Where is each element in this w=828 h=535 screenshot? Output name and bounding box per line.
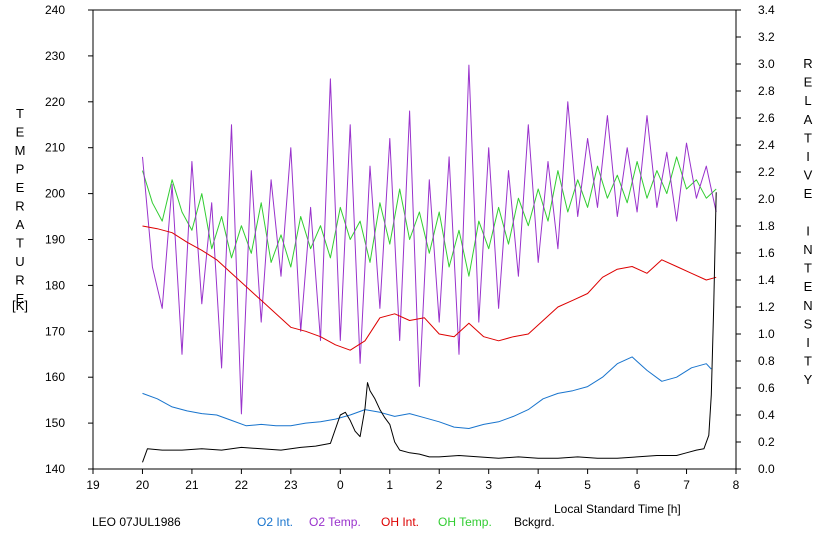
y-left-label-letter: P (16, 162, 25, 177)
y-right-tick-label: 3.2 (758, 30, 775, 44)
y-right-label-letter: E (804, 186, 813, 201)
y-right-label-letter: T (804, 130, 812, 145)
x-tick-label: 3 (485, 478, 492, 492)
y-right-label-letter: I (806, 335, 810, 350)
y-left-tick-label: 200 (45, 187, 65, 201)
y-right-label-letter: E (804, 279, 813, 294)
x-tick-label: 5 (584, 478, 591, 492)
x-tick-label: 8 (733, 478, 740, 492)
y-left-tick-label: 150 (45, 416, 65, 430)
y-right-label-letter: A (804, 112, 813, 127)
series-line-bckgrd (142, 192, 717, 463)
y-right-tick-label: 0.0 (758, 462, 775, 476)
y-right-tick-label: 2.4 (758, 138, 775, 152)
y-right-label-letter: T (804, 261, 812, 276)
y-right-tick-label: 2.2 (758, 165, 775, 179)
y-right-tick-label: 0.4 (758, 408, 775, 422)
series-line-o2-temp (142, 64, 717, 415)
series-layer (142, 64, 717, 463)
x-tick-label: 7 (683, 478, 690, 492)
y-left-label-letter: M (15, 143, 26, 158)
legend: O2 Int. O2 Temp. OH Int. OH Temp. Bckgrd. (257, 515, 555, 529)
y-left-label-letter: E (16, 125, 25, 140)
y-right-tick-label: 0.2 (758, 435, 775, 449)
y-right-label-letter: S (804, 316, 813, 331)
x-tick-label: 23 (284, 478, 298, 492)
chart-caption: LEO 07JUL1986 (92, 515, 181, 529)
y-right-tick-label: 2.6 (758, 111, 775, 125)
y-left-label-letter: R (15, 273, 24, 288)
x-tick-label: 20 (136, 478, 150, 492)
y-right-label-letter: L (804, 93, 811, 108)
y-right-label-letter: N (803, 298, 812, 313)
y-right-tick-label: 1.0 (758, 327, 775, 341)
x-tick-label: 4 (535, 478, 542, 492)
y-left-tick-label: 240 (45, 3, 65, 17)
y-left-tick-label: 210 (45, 141, 65, 155)
x-tick-label: 21 (185, 478, 199, 492)
y-left-label-letter: T (16, 236, 24, 251)
y-left-tick-label: 190 (45, 233, 65, 247)
y-axis-unit-left: [K] (12, 298, 28, 313)
y-right-label-letter: V (804, 168, 813, 183)
y-right-label-letter: I (806, 149, 810, 164)
x-tick-label: 2 (436, 478, 443, 492)
y-left-tick-label: 220 (45, 95, 65, 109)
x-tick-label: 6 (634, 478, 641, 492)
x-tick-label: 19 (86, 478, 100, 492)
y-right-tick-label: 2.0 (758, 192, 775, 206)
y-left-tick-label: 170 (45, 324, 65, 338)
y-left-label-letter: T (16, 106, 24, 121)
y-right-label-letter: T (804, 354, 812, 369)
series-line-o2-int (142, 356, 712, 429)
y-right-label-letter: I (806, 223, 810, 238)
y-right-tick-label: 0.6 (758, 381, 775, 395)
x-tick-label: 0 (337, 478, 344, 492)
y-right-tick-label: 2.8 (758, 84, 775, 98)
y-left-label-letter: E (16, 291, 25, 306)
y-right-label-letter: E (804, 75, 813, 90)
axes: 19 20 21 22 23 0 1 2 3 4 5 6 7 8140150160170180190200… (45, 3, 775, 492)
x-tick-label: 22 (235, 478, 249, 492)
series-line-oh-int (142, 225, 717, 351)
y-left-label-letter: R (15, 199, 24, 214)
x-tick-label: 1 (386, 478, 393, 492)
y-left-label-letter: E (16, 180, 25, 195)
y-right-tick-label: 1.4 (758, 273, 775, 287)
y-left-tick-label: 230 (45, 49, 65, 63)
legend-item: Bckgrd. (514, 515, 555, 529)
y-left-tick-label: 140 (45, 462, 65, 476)
y-left-label-letter: A (16, 217, 25, 232)
y-right-label-letter: Y (804, 372, 813, 387)
y-right-label-letter: R (803, 56, 812, 71)
legend-item: OH Int. (381, 515, 419, 529)
y-right-tick-label: 1.6 (758, 246, 775, 260)
y-right-tick-label: 1.8 (758, 219, 775, 233)
y-right-tick-label: 3.4 (758, 3, 775, 17)
y-right-label-letter: N (803, 242, 812, 257)
y-left-label-letter: U (15, 254, 24, 269)
series-line-oh-temp (142, 156, 717, 277)
y-right-tick-label: 1.2 (758, 300, 775, 314)
legend-item: O2 Temp. (309, 515, 361, 529)
x-axis-label: Local Standard Time [h] (554, 502, 681, 516)
y-right-tick-label: 0.8 (758, 354, 775, 368)
y-left-tick-label: 160 (45, 370, 65, 384)
legend-item: O2 Int. (257, 515, 293, 529)
y-left-tick-label: 180 (45, 278, 65, 292)
y-right-tick-label: 3.0 (758, 57, 775, 71)
legend-item: OH Temp. (438, 515, 492, 529)
